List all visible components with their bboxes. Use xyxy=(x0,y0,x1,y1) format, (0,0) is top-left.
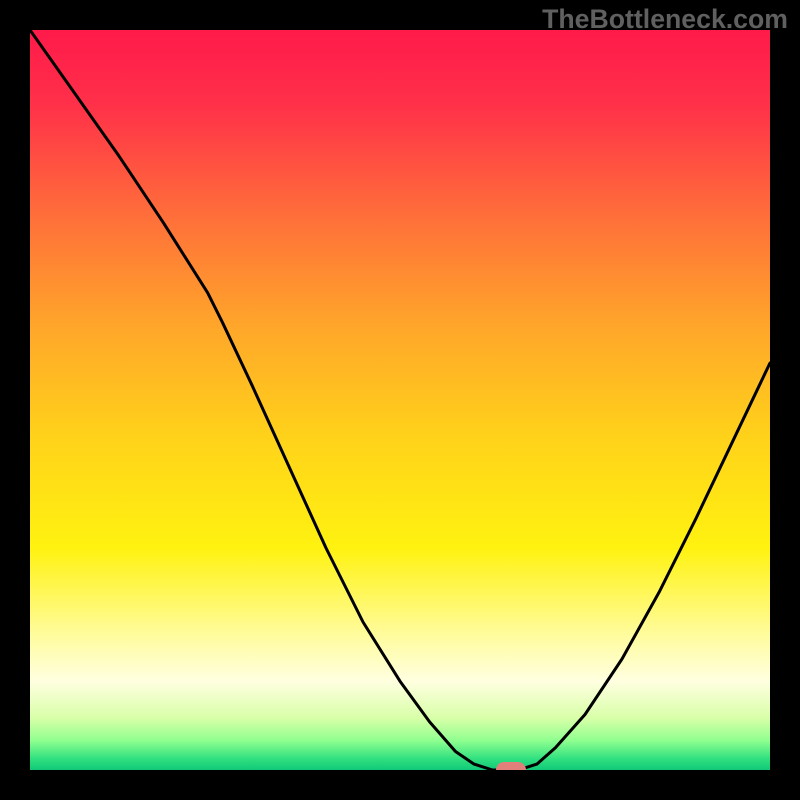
watermark-text: TheBottleneck.com xyxy=(542,4,788,35)
gradient-background xyxy=(30,30,770,770)
plot-area xyxy=(30,30,770,770)
optimal-marker xyxy=(496,762,526,770)
chart-container: TheBottleneck.com xyxy=(0,0,800,800)
plot-svg xyxy=(30,30,770,770)
